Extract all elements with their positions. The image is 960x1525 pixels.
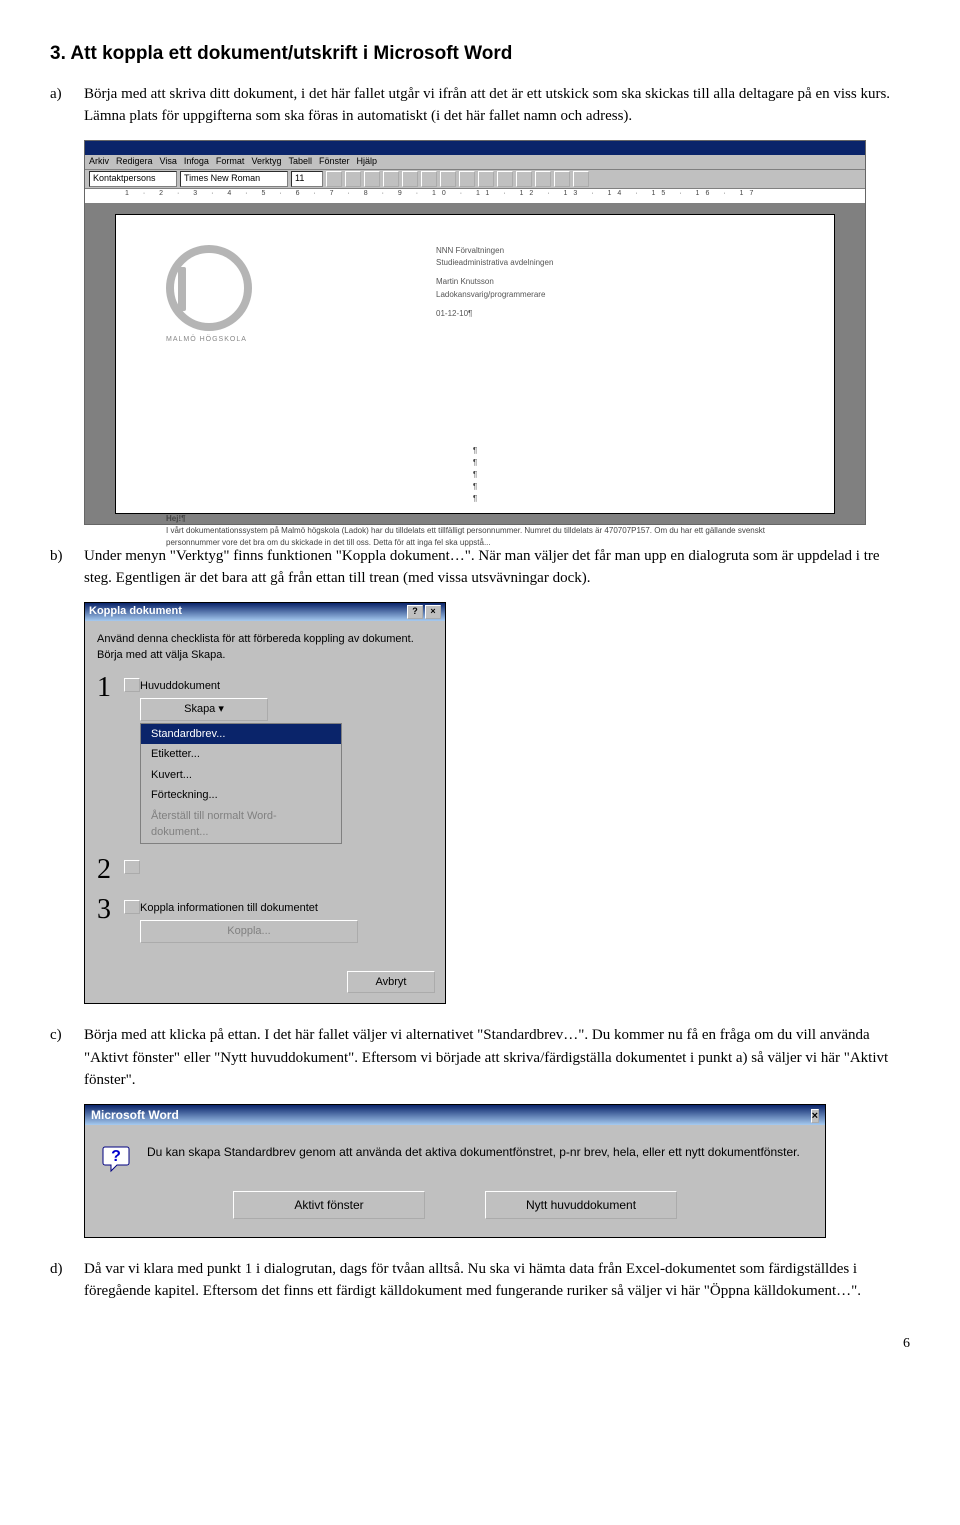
- item-a: a) Börja med att skriva ditt dokument, i…: [50, 83, 910, 128]
- menu-kuvert[interactable]: Kuvert...: [141, 765, 341, 786]
- menu-verktyg[interactable]: Verktyg: [251, 155, 281, 169]
- item-c: c) Börja med att klicka på ettan. I det …: [50, 1024, 910, 1092]
- menu-redigera[interactable]: Redigera: [116, 155, 153, 169]
- item-c-label: c): [50, 1024, 84, 1092]
- menu-aterstall: Återställ till normalt Word-dokument...: [141, 806, 341, 843]
- malmo-logo-icon: [166, 245, 252, 331]
- item-b-label: b): [50, 545, 84, 590]
- msword-dialog-text: Du kan skapa Standardbrev genom att anvä…: [147, 1143, 809, 1175]
- doc-body-head: Hej!¶: [166, 514, 186, 523]
- align-left-btn[interactable]: [383, 171, 399, 187]
- koppla-step-1: 1 Huvuddokument Skapa ▾ Standardbrev... …: [97, 674, 433, 844]
- align-right-btn[interactable]: [421, 171, 437, 187]
- msword-dialog-screenshot: Microsoft Word × ? Du kan skapa Standard…: [84, 1104, 910, 1238]
- item-b: b) Under menyn "Verktyg" finns funktione…: [50, 545, 910, 590]
- skapa-menu: Standardbrev... Etiketter... Kuvert... F…: [140, 723, 342, 844]
- fontcolor-btn[interactable]: [573, 171, 589, 187]
- word-screenshot: Arkiv Redigera Visa Infoga Format Verkty…: [84, 140, 910, 525]
- menu-standardbrev[interactable]: Standardbrev...: [141, 724, 341, 745]
- koppla-step-3: 3 Koppla informationen till dokumentet K…: [97, 896, 433, 943]
- highlight-btn[interactable]: [554, 171, 570, 187]
- doc-body: ¶¶¶¶¶ Hej!¶ I vårt dokumentationssystem …: [166, 445, 784, 549]
- word-titlebar: [85, 141, 865, 155]
- underline-btn[interactable]: [364, 171, 380, 187]
- item-d-text: Då var vi klara med punkt 1 i dialogruta…: [84, 1258, 910, 1303]
- bold-btn[interactable]: [326, 171, 342, 187]
- menu-hjalp[interactable]: Hjälp: [356, 155, 377, 169]
- msword-dialog-title: Microsoft Word: [91, 1106, 179, 1124]
- page-number: 6: [50, 1333, 910, 1354]
- menu-format[interactable]: Format: [216, 155, 245, 169]
- koppla-intro: Använd denna checklista för att förbered…: [97, 631, 433, 664]
- align-justify-btn[interactable]: [440, 171, 456, 187]
- word-window: Arkiv Redigera Visa Infoga Format Verkty…: [84, 140, 866, 525]
- avbryt-button[interactable]: Avbryt: [347, 971, 435, 994]
- hdr-line-2: Studieadministrativa avdelningen: [436, 257, 553, 270]
- menu-infoga[interactable]: Infoga: [184, 155, 209, 169]
- menu-tabell[interactable]: Tabell: [288, 155, 312, 169]
- menu-visa[interactable]: Visa: [160, 155, 177, 169]
- msword-close-btn[interactable]: ×: [811, 1109, 819, 1123]
- word-page: MALMÖ HÖGSKOLA NNN Förvaltningen Studiea…: [115, 214, 835, 514]
- word-ruler: 1 · 2 · 3 · 4 · 5 · 6 · 7 · 8 · 9 · 10 ·…: [85, 189, 865, 204]
- outdent-btn[interactable]: [497, 171, 513, 187]
- word-menubar: Arkiv Redigera Visa Infoga Format Verkty…: [85, 155, 865, 170]
- msword-dialog-titlebar: Microsoft Word ×: [85, 1105, 825, 1125]
- malmo-logo-label: MALMÖ HÖGSKOLA: [166, 335, 247, 346]
- list-btn[interactable]: [459, 171, 475, 187]
- style-select[interactable]: Kontaktpersons: [89, 171, 177, 187]
- numlist-btn[interactable]: [478, 171, 494, 187]
- step-3-number: 3: [97, 896, 123, 924]
- koppla-dialog-title: Koppla dokument: [89, 603, 182, 620]
- menu-arkiv[interactable]: Arkiv: [89, 155, 109, 169]
- item-d: d) Då var vi klara med punkt 1 i dialogr…: [50, 1258, 910, 1303]
- aktivt-fonster-button[interactable]: Aktivt fönster: [233, 1191, 425, 1219]
- nytt-huvuddokument-button[interactable]: Nytt huvuddokument: [485, 1191, 677, 1219]
- item-c-text: Börja med att klicka på ettan. I det här…: [84, 1024, 910, 1092]
- item-a-text: Börja med att skriva ditt dokument, i de…: [84, 83, 910, 128]
- skapa-button[interactable]: Skapa ▾: [140, 698, 268, 721]
- word-toolbar: Kontaktpersons Times New Roman 11: [85, 170, 865, 189]
- section-heading: 3. Att koppla ett dokument/utskrift i Mi…: [50, 40, 910, 69]
- help-btn[interactable]: ?: [407, 605, 423, 619]
- hdr-line-3: Martin Knutsson: [436, 276, 553, 289]
- step-1-number: 1: [97, 674, 123, 702]
- item-a-label: a): [50, 83, 84, 128]
- koppla-button[interactable]: Koppla...: [140, 920, 358, 943]
- msword-dialog: Microsoft Word × ? Du kan skapa Standard…: [84, 1104, 826, 1238]
- word-page-area: MALMÖ HÖGSKOLA NNN Förvaltningen Studiea…: [85, 204, 865, 524]
- step-2-number: 2: [97, 856, 123, 884]
- hdr-line-5: 01-12-10¶: [436, 308, 553, 321]
- svg-text:?: ?: [111, 1148, 121, 1165]
- doc-header-right: NNN Förvaltningen Studieadministrativa a…: [436, 245, 553, 321]
- step-3-label: Koppla informationen till dokumentet: [140, 900, 433, 917]
- koppla-dialog-screenshot: Koppla dokument ? × Använd denna checkli…: [84, 602, 910, 1005]
- hdr-line-4: Ladokansvarig/programmerare: [436, 289, 553, 302]
- hdr-line-1: NNN Förvaltningen: [436, 245, 553, 258]
- koppla-dialog-titlebar: Koppla dokument ? ×: [85, 603, 445, 621]
- item-b-text: Under menyn "Verktyg" finns funktionen "…: [84, 545, 910, 590]
- size-select[interactable]: 11: [291, 171, 323, 187]
- step-3-icon: [124, 900, 140, 914]
- border-btn[interactable]: [535, 171, 551, 187]
- menu-etiketter[interactable]: Etiketter...: [141, 744, 341, 765]
- koppla-dialog: Koppla dokument ? × Använd denna checkli…: [84, 602, 446, 1005]
- question-icon: ?: [101, 1143, 133, 1175]
- menu-forteckning[interactable]: Förteckning...: [141, 785, 341, 806]
- italic-btn[interactable]: [345, 171, 361, 187]
- close-btn[interactable]: ×: [425, 605, 441, 619]
- indent-btn[interactable]: [516, 171, 532, 187]
- koppla-step-2: 2: [97, 856, 433, 884]
- item-d-label: d): [50, 1258, 84, 1303]
- menu-fonster[interactable]: Fönster: [319, 155, 350, 169]
- align-center-btn[interactable]: [402, 171, 418, 187]
- step-2-icon: [124, 860, 140, 874]
- font-select[interactable]: Times New Roman: [180, 171, 288, 187]
- step-1-icon: [124, 678, 140, 692]
- step-1-label: Huvuddokument: [140, 678, 433, 695]
- doc-body-text: I vårt dokumentationssystem på Malmö hög…: [166, 525, 784, 549]
